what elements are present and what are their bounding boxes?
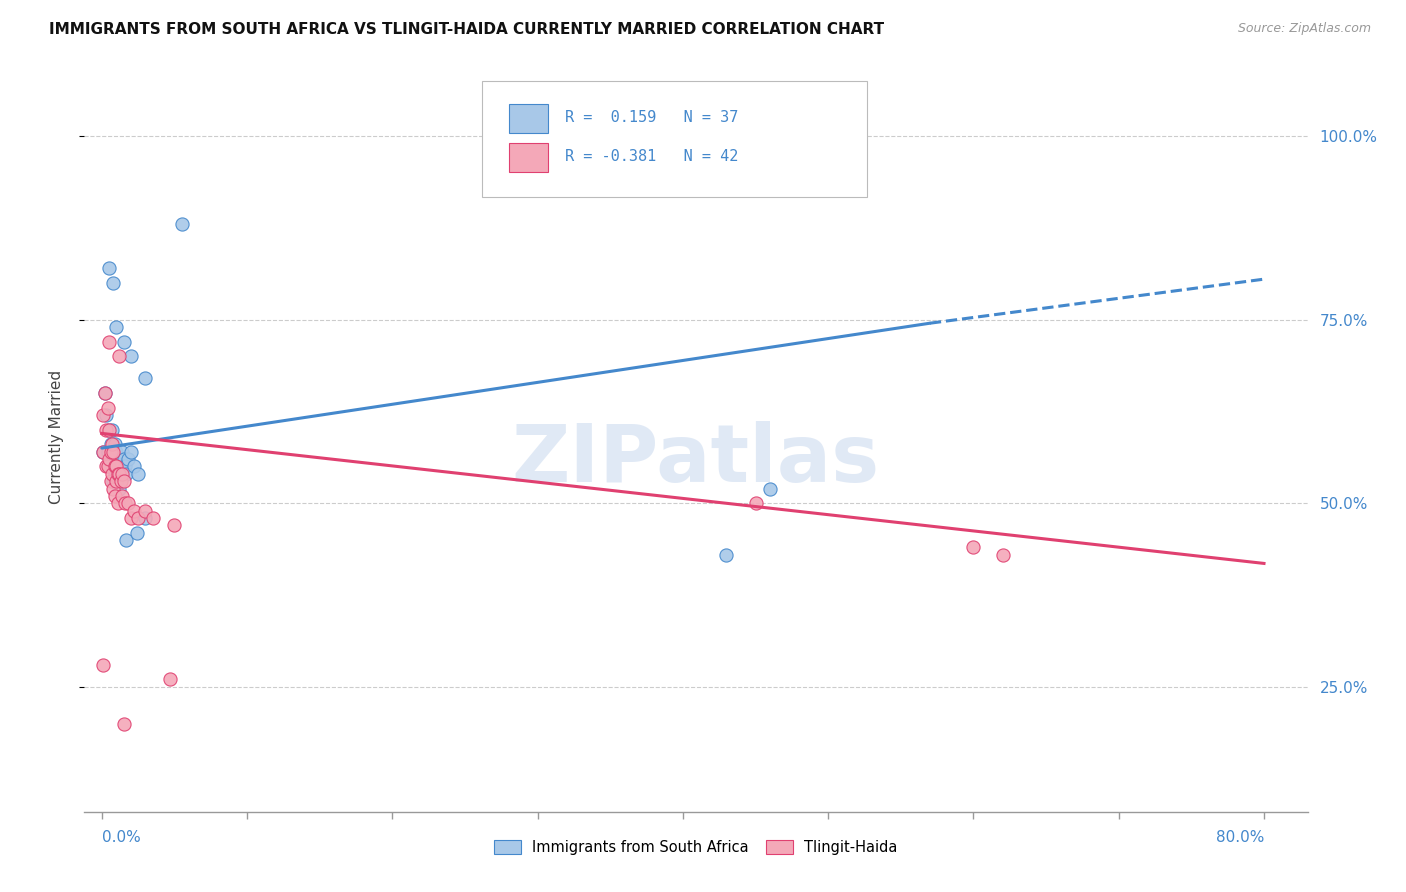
Text: Source: ZipAtlas.com: Source: ZipAtlas.com	[1237, 22, 1371, 36]
Point	[112, 452, 135, 467]
Point	[111, 444, 134, 458]
Point	[107, 467, 129, 481]
Point	[100, 444, 122, 458]
FancyBboxPatch shape	[509, 144, 548, 172]
Point	[108, 349, 131, 363]
Point	[114, 496, 136, 510]
Point	[744, 496, 766, 510]
Point	[98, 423, 121, 437]
Point	[98, 423, 121, 437]
Point	[91, 408, 114, 422]
Point	[142, 511, 165, 525]
Point	[105, 319, 128, 334]
Point	[159, 673, 181, 687]
Point	[100, 437, 122, 451]
Point	[97, 444, 120, 458]
Text: ZIPatlas: ZIPatlas	[512, 420, 880, 499]
Point	[117, 452, 139, 467]
Point	[91, 444, 114, 458]
Point	[108, 467, 131, 481]
Point	[122, 459, 145, 474]
Point	[117, 496, 139, 510]
Point	[94, 408, 117, 422]
Point	[108, 452, 131, 467]
Point	[97, 401, 120, 415]
Point	[101, 459, 124, 474]
Point	[114, 459, 136, 474]
Point	[110, 474, 132, 488]
Point	[111, 489, 134, 503]
Point	[104, 437, 127, 451]
Text: R =  0.159   N = 37: R = 0.159 N = 37	[565, 110, 738, 125]
Point	[112, 474, 135, 488]
Point	[98, 334, 121, 349]
Point	[105, 474, 128, 488]
Legend: Immigrants from South Africa, Tlingit-Haida: Immigrants from South Africa, Tlingit-Ha…	[488, 834, 904, 861]
Point	[107, 467, 129, 481]
Point	[127, 467, 149, 481]
Y-axis label: Currently Married: Currently Married	[49, 370, 63, 504]
Point	[134, 503, 156, 517]
Point	[104, 489, 127, 503]
Point	[120, 349, 142, 363]
Point	[962, 541, 984, 555]
Point	[104, 459, 127, 474]
Point	[991, 548, 1014, 562]
Point	[97, 459, 120, 474]
Point	[122, 503, 145, 517]
Point	[107, 496, 129, 510]
Point	[104, 467, 127, 481]
Point	[134, 511, 156, 525]
FancyBboxPatch shape	[482, 81, 868, 197]
Point	[110, 459, 132, 474]
Point	[103, 482, 125, 496]
Point	[103, 276, 125, 290]
Point	[105, 444, 128, 458]
Point	[103, 474, 125, 488]
Text: R = -0.381   N = 42: R = -0.381 N = 42	[565, 149, 738, 163]
Text: 0.0%: 0.0%	[101, 830, 141, 845]
Point	[105, 459, 128, 474]
Point	[94, 459, 117, 474]
Point	[125, 525, 148, 540]
Point	[103, 444, 125, 458]
Point	[101, 467, 124, 481]
Point	[163, 518, 186, 533]
Point	[759, 482, 782, 496]
Point	[94, 423, 117, 437]
Point	[120, 444, 142, 458]
Text: IMMIGRANTS FROM SOUTH AFRICA VS TLINGIT-HAIDA CURRENTLY MARRIED CORRELATION CHAR: IMMIGRANTS FROM SOUTH AFRICA VS TLINGIT-…	[49, 22, 884, 37]
Point	[108, 482, 131, 496]
FancyBboxPatch shape	[509, 104, 548, 133]
Point	[112, 716, 135, 731]
Point	[112, 334, 135, 349]
Point	[100, 474, 122, 488]
Point	[120, 511, 142, 525]
Point	[93, 386, 115, 401]
Point	[115, 533, 138, 547]
Point	[115, 467, 138, 481]
Point	[716, 548, 738, 562]
Point	[101, 423, 124, 437]
Point	[101, 437, 124, 451]
Text: 80.0%: 80.0%	[1216, 830, 1264, 845]
Point	[170, 217, 193, 231]
Point	[127, 511, 149, 525]
Point	[134, 371, 156, 385]
Point	[98, 261, 121, 276]
Point	[93, 386, 115, 401]
Point	[91, 657, 114, 672]
Point	[103, 444, 125, 458]
Point	[98, 452, 121, 467]
Point	[91, 444, 114, 458]
Point	[111, 467, 134, 481]
